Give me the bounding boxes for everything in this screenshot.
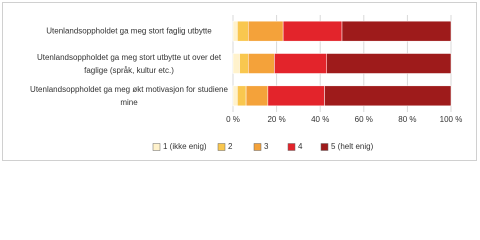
legend-label: 4 bbox=[298, 142, 303, 151]
bar-segment bbox=[237, 20, 249, 42]
chart-svg: 0 % 20 % 40 % 60 % 80 % 100 % 1 (ikke enig) 2 3 4… bbox=[2, 2, 477, 161]
x-tick-label: 40 % bbox=[311, 115, 329, 124]
bar-segment bbox=[326, 53, 452, 74]
legend-marker bbox=[253, 143, 262, 151]
bar-segment bbox=[232, 53, 240, 74]
bar-segment bbox=[239, 53, 249, 74]
bar-segment bbox=[324, 85, 452, 107]
legend-marker bbox=[320, 143, 329, 151]
y-tick-label: Utenlandsoppholdet ga meg økt motivasjon… bbox=[30, 84, 228, 107]
bar-segment bbox=[237, 85, 247, 107]
legend-marker bbox=[152, 143, 161, 151]
x-tick-label: 80 % bbox=[398, 115, 416, 124]
bar-segment bbox=[245, 85, 269, 107]
x-tick-label: 60 % bbox=[355, 115, 373, 124]
legend-label: 1 (ikke enig) bbox=[163, 142, 207, 151]
bar-segment bbox=[232, 85, 238, 107]
bar-segment bbox=[248, 20, 284, 42]
bar-segment bbox=[282, 20, 343, 42]
bar-segment bbox=[267, 85, 325, 107]
y-tick-label: Utenlandsoppholdet ga meg stort utbytte … bbox=[36, 52, 222, 75]
legend-label: 3 bbox=[264, 142, 269, 151]
x-tick-label: 20 % bbox=[267, 115, 285, 124]
bar-segment bbox=[341, 20, 452, 42]
legend-marker bbox=[217, 143, 226, 151]
legend-label: 2 bbox=[228, 142, 233, 151]
bar-segment bbox=[232, 20, 238, 42]
bar-segment bbox=[274, 53, 327, 74]
legend-label: 5 (helt enig) bbox=[331, 142, 374, 151]
bar-segment bbox=[248, 53, 275, 74]
x-tick-label: 100 % bbox=[440, 115, 463, 124]
x-tick-label: 0 % bbox=[226, 115, 240, 124]
chart: 0 % 20 % 40 % 60 % 80 % 100 % 1 (ikke enig) 2 3 4… bbox=[2, 2, 477, 161]
legend-marker bbox=[287, 143, 296, 151]
y-tick-label: Utenlandsoppholdet ga meg stort faglig u… bbox=[46, 26, 212, 36]
